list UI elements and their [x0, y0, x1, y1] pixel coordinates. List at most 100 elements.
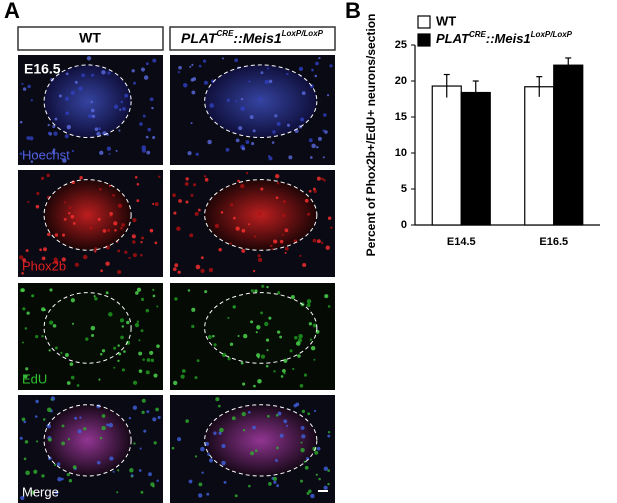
cell [75, 218, 79, 221]
cell [74, 262, 79, 267]
cell [48, 349, 51, 352]
cell [30, 160, 34, 163]
cell [321, 177, 324, 181]
cell [325, 245, 330, 250]
cell [256, 325, 261, 330]
cell [81, 73, 85, 78]
cell [94, 127, 99, 132]
cell [138, 369, 143, 373]
cell [194, 376, 198, 380]
cell [22, 341, 25, 344]
cell [203, 175, 207, 178]
cell [178, 199, 182, 203]
cell [248, 80, 251, 83]
cell [24, 440, 29, 444]
cell [177, 71, 180, 74]
cell [273, 480, 277, 484]
cell [327, 305, 331, 308]
cell [226, 98, 230, 102]
cell [241, 146, 246, 151]
cell [99, 353, 103, 356]
cell [252, 269, 256, 273]
panel-label: A [4, 0, 20, 23]
cell [317, 136, 322, 141]
bar [553, 64, 584, 226]
cell [71, 180, 76, 185]
cell [91, 334, 95, 338]
cell [254, 289, 258, 293]
cell [91, 114, 96, 119]
cell [120, 226, 123, 230]
cell [134, 175, 138, 179]
cell [124, 93, 129, 98]
cell [133, 81, 137, 85]
cell [264, 321, 269, 327]
cell [257, 356, 260, 359]
cell [105, 291, 109, 295]
cell [268, 482, 272, 486]
header-part: PLAT [181, 30, 218, 46]
cell [313, 189, 317, 194]
cell [190, 78, 195, 82]
cell [265, 364, 269, 368]
cell [178, 65, 182, 70]
cell [141, 410, 145, 415]
header-part: ::Meis1 [233, 30, 281, 46]
cell [85, 337, 89, 341]
cell [52, 125, 56, 129]
cell [156, 344, 160, 349]
cell [204, 177, 209, 182]
cell [132, 405, 138, 410]
cell [139, 447, 142, 450]
cell [277, 291, 281, 295]
cell [108, 152, 111, 155]
cell [253, 384, 256, 388]
cell [265, 338, 270, 342]
cell [282, 213, 286, 218]
cell [139, 122, 143, 126]
cell [101, 70, 106, 75]
cell [197, 208, 201, 212]
cell [19, 255, 24, 260]
cell [35, 152, 38, 155]
cell [140, 490, 144, 494]
outline [204, 292, 318, 364]
cell [135, 291, 139, 295]
cell [248, 410, 251, 414]
cell [19, 152, 23, 156]
cell [65, 111, 70, 116]
cell [251, 142, 255, 146]
cell [64, 201, 67, 204]
cell [237, 179, 240, 183]
cell [301, 409, 306, 414]
cell [157, 415, 161, 420]
legend-part: PLAT [436, 31, 470, 46]
cell [149, 228, 154, 233]
cell [65, 72, 69, 76]
column-header: PLATCRE::Meis1LoxP/LoxP [181, 29, 324, 46]
cell [146, 410, 150, 414]
cell [47, 123, 50, 127]
cell [272, 130, 276, 134]
cell [83, 254, 88, 260]
cell [54, 346, 58, 350]
cell [266, 285, 269, 289]
cell [174, 263, 179, 268]
cell [145, 135, 149, 139]
cell [185, 177, 189, 181]
cell [124, 250, 128, 254]
cell [306, 303, 311, 308]
legend-sup: CRE [469, 30, 487, 39]
cell [282, 200, 287, 204]
cell [26, 311, 30, 315]
cell [23, 420, 27, 424]
cell [53, 131, 58, 136]
cell [290, 295, 295, 300]
outline [204, 64, 318, 138]
cell [140, 253, 143, 257]
cell [257, 96, 262, 100]
cell [260, 71, 264, 75]
cell [27, 200, 30, 203]
cell [282, 369, 286, 373]
